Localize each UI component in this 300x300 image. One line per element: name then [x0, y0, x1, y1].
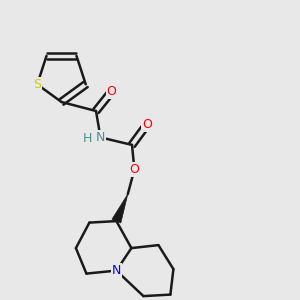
Text: O: O [142, 118, 152, 131]
Text: H: H [82, 132, 92, 145]
Text: O: O [107, 85, 116, 98]
Polygon shape [112, 194, 128, 223]
Text: N: N [96, 131, 105, 144]
Text: S: S [33, 78, 41, 91]
Text: N: N [112, 264, 121, 277]
Text: O: O [130, 163, 139, 176]
